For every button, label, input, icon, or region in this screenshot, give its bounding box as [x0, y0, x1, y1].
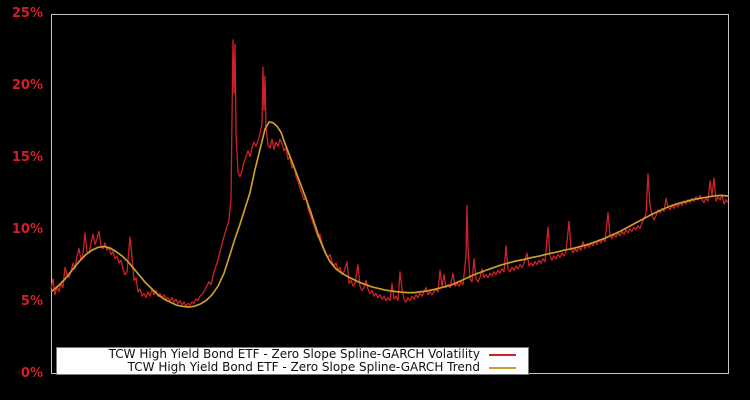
legend-label-trend: TCW High Yield Bond ETF - Zero Slope Spl… — [127, 360, 480, 374]
legend-label-volatility: TCW High Yield Bond ETF - Zero Slope Spl… — [108, 347, 480, 361]
legend-row-trend: TCW High Yield Bond ETF - Zero Slope Spl… — [57, 361, 528, 374]
y-tick-label: 0% — [20, 366, 43, 381]
legend-line-swatch-volatility — [489, 353, 516, 356]
series-line-volatility — [50, 39, 729, 307]
legend-row-volatility: TCW High Yield Bond ETF - Zero Slope Spl… — [57, 348, 528, 361]
legend: TCW High Yield Bond ETF - Zero Slope Spl… — [56, 347, 529, 375]
y-tick-label: 25% — [11, 6, 43, 21]
y-tick-label: 20% — [11, 78, 43, 93]
legend-line-swatch-trend — [489, 366, 516, 369]
y-tick-label: 15% — [11, 150, 43, 165]
series-line-trend — [50, 121, 730, 308]
y-tick-label: 10% — [11, 222, 43, 237]
y-tick-label: 5% — [20, 294, 43, 309]
